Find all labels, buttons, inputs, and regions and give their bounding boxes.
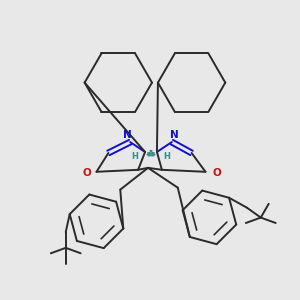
Text: H: H xyxy=(164,152,170,161)
Text: N: N xyxy=(123,130,132,140)
Text: O: O xyxy=(82,168,91,178)
Text: H: H xyxy=(132,152,139,161)
Text: O: O xyxy=(212,168,221,178)
Text: N: N xyxy=(170,130,179,140)
